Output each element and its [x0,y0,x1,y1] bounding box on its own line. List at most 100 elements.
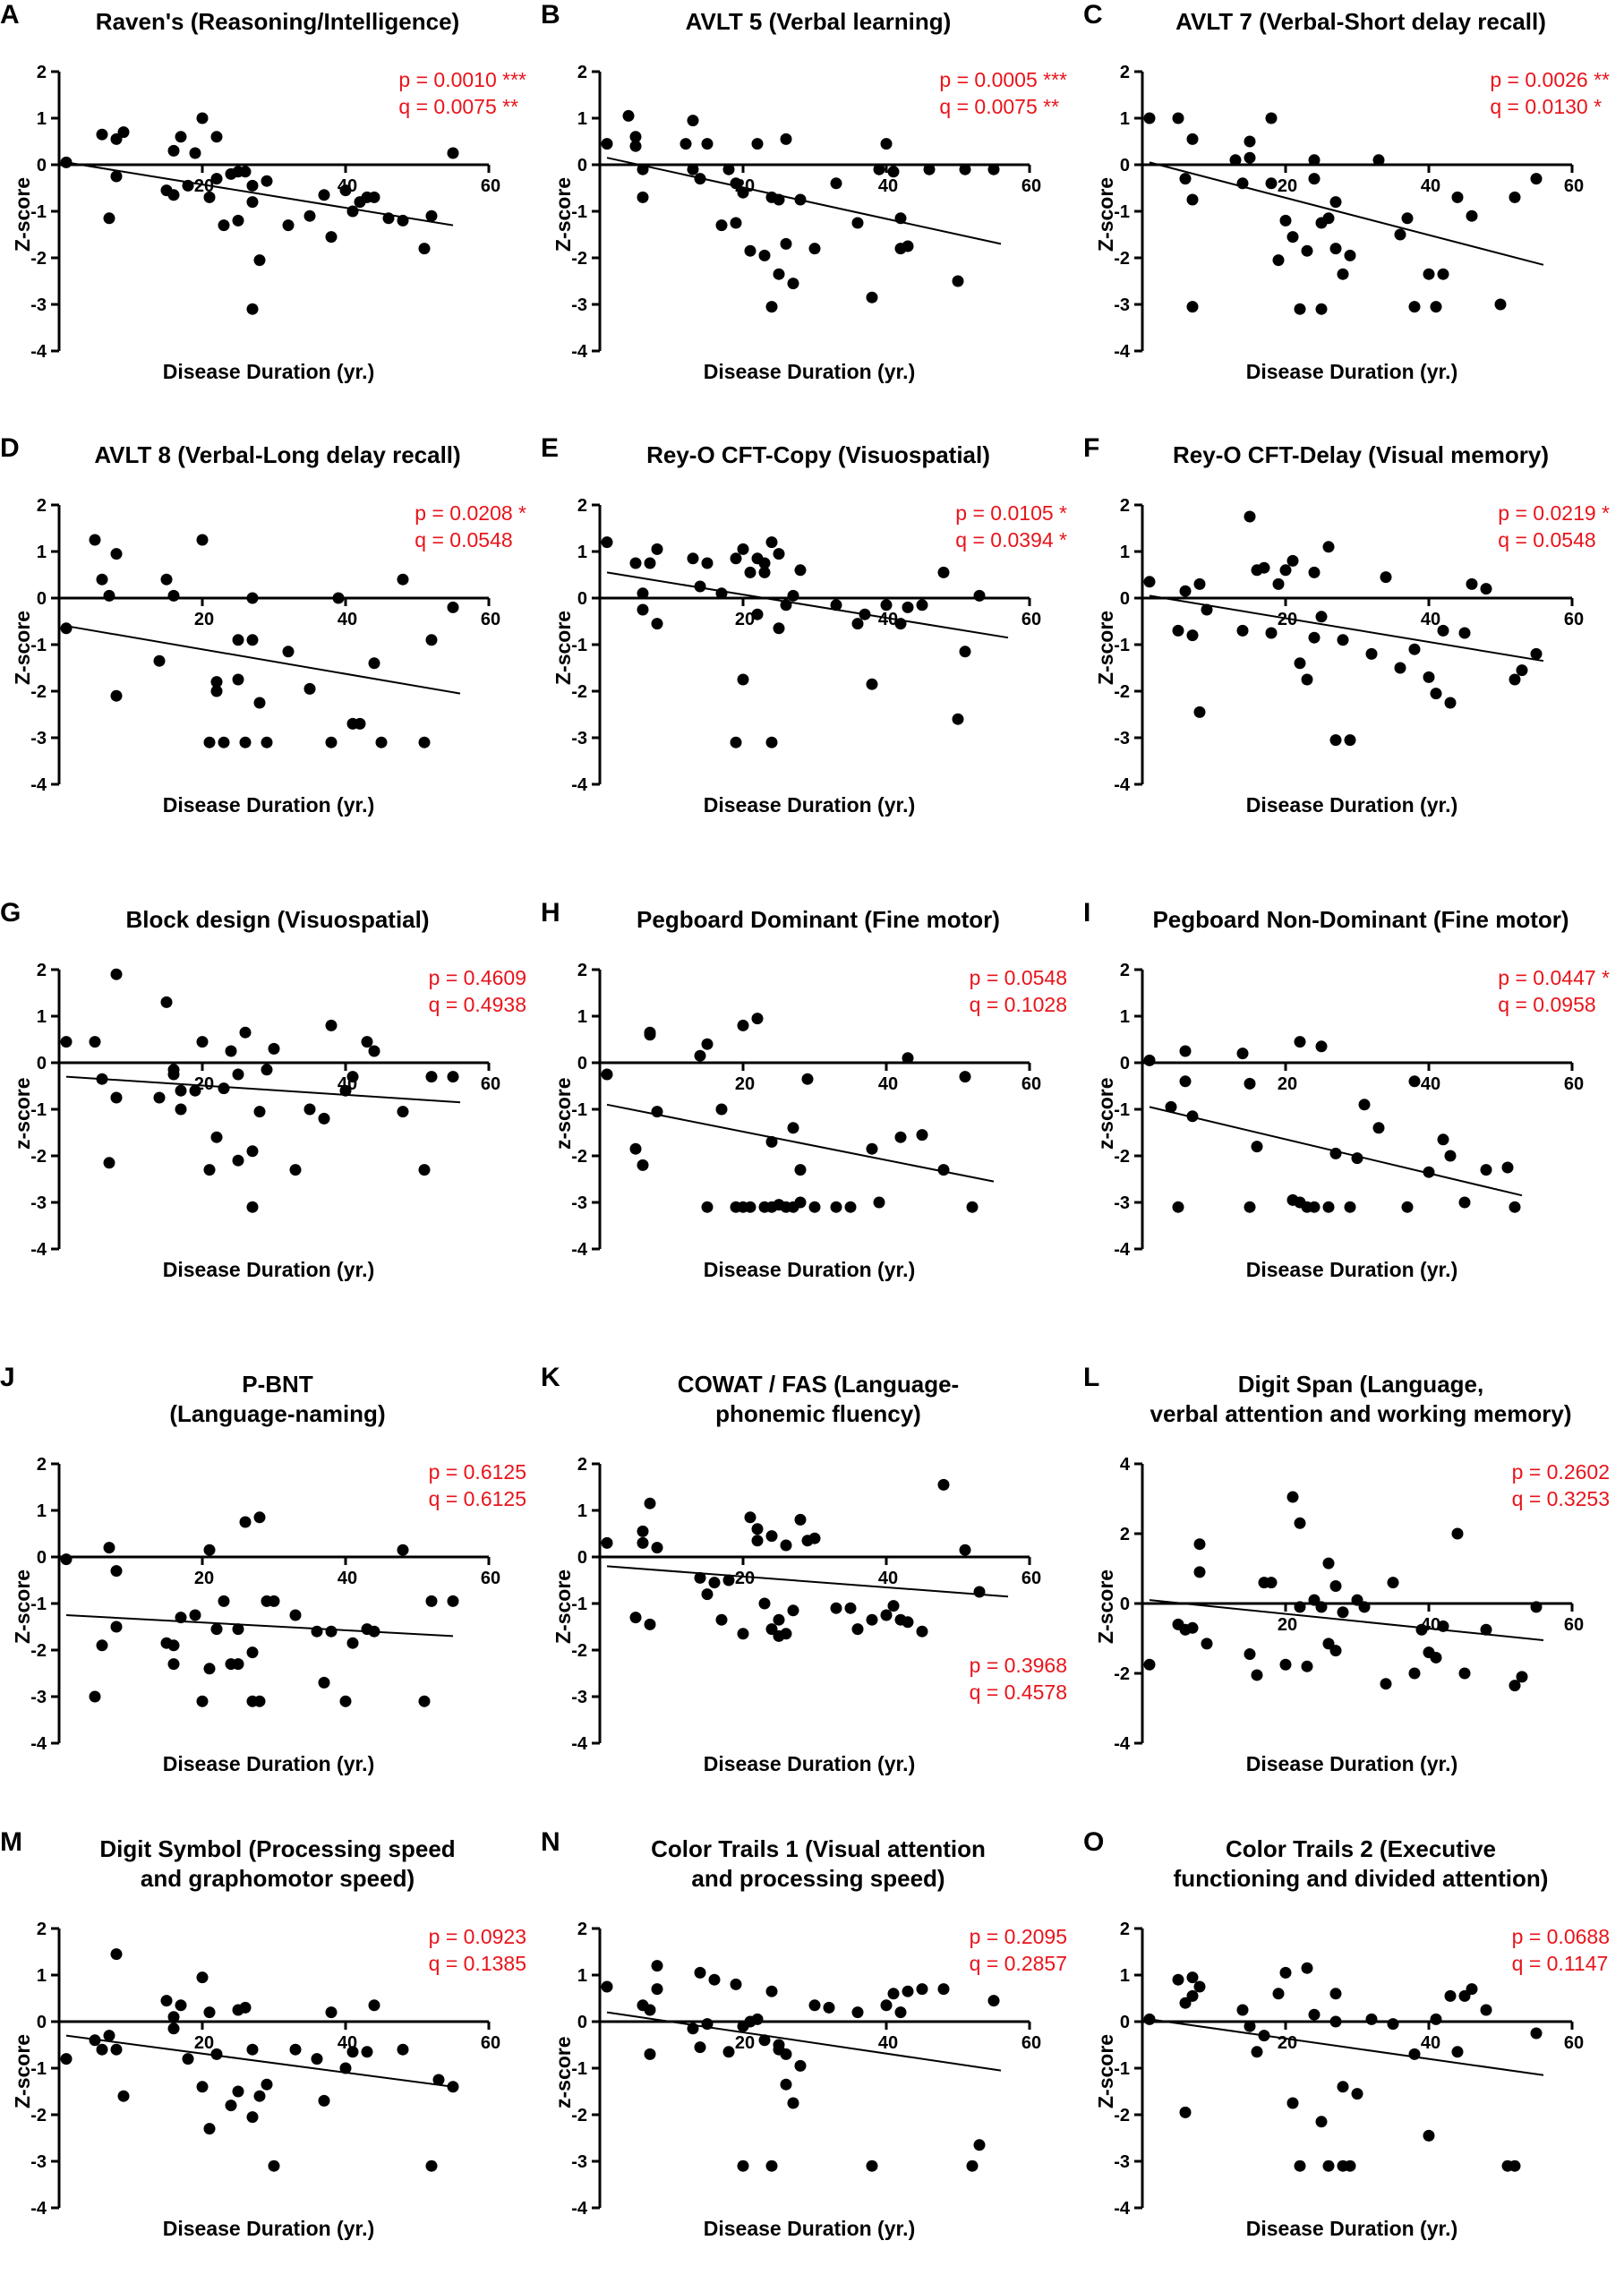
data-point [203,1544,216,1556]
data-point [1530,647,1543,660]
data-point [1244,135,1256,148]
q-value: q = 0.0958 [1498,993,1596,1016]
y-tick-label: -2 [571,682,587,702]
y-tick-label: 2 [37,63,47,82]
x-tick-label: 40 [878,1074,898,1094]
data-point [1308,1594,1321,1606]
q-value: q = 0.0075 ** [398,95,519,118]
stats-annotation: p = 0.0010 *** q = 0.0075 ** [398,66,526,120]
stats-annotation: p = 0.0923 q = 0.1385 [429,1923,526,1977]
data-point [182,2053,194,2065]
data-point [210,1131,223,1143]
data-point [282,646,295,658]
data-point [110,689,123,702]
data-point [60,622,73,635]
x-tick-label: 60 [1564,2033,1584,2053]
data-point [987,1995,1000,2007]
x-tick-label: 60 [481,1569,500,1588]
data-point [103,2030,115,2042]
data-point [765,1623,778,1636]
scatter-plot: 2 1 0 -1 -2 -3 -4 20 40 60 [571,496,1041,795]
q-value: q = 0.3253 [1511,1487,1610,1510]
data-point [808,1532,821,1544]
data-point [773,548,785,560]
data-point [937,566,950,578]
data-point [375,736,388,748]
data-point [808,243,821,255]
y-tick-label: -1 [1114,2059,1130,2079]
y-tick-label: -3 [1114,2152,1130,2172]
data-point [303,210,316,222]
y-tick-label: -3 [1114,729,1130,748]
stats-annotation: p = 0.0208 * q = 0.0548 [415,500,526,553]
y-tick-label: -1 [1114,636,1130,655]
y-tick-label: -2 [1114,682,1130,702]
panel-title-line: COWAT / FAS (Language- [677,1371,960,1398]
data-point [651,618,663,630]
panel-a: A Raven's (Reasoning/Intelligence) 2 1 0 -1 -2… [0,0,541,458]
data-point [651,1960,663,1972]
data-point [859,608,871,620]
y-tick-label: 1 [577,543,587,562]
y-tick-label: -1 [571,1595,587,1614]
trend-line [606,2011,1002,2072]
data-point [758,2034,771,2047]
data-point [902,1616,914,1629]
x-axis-label: Disease Duration (yr.) [703,793,916,817]
data-point [96,573,108,586]
x-axis-label: Disease Duration (yr.) [1245,793,1458,817]
data-point [866,1613,878,1626]
data-point [1301,1660,1313,1672]
data-point [1351,1152,1363,1165]
data-point [1494,298,1507,311]
panel-title: AVLT 5 (Verbal learning) [577,7,1060,37]
data-point [261,175,273,187]
x-tick-label: 60 [1564,176,1584,196]
y-tick-label: -4 [571,2199,588,2219]
y-tick-label: -4 [30,2199,47,2219]
data-point [232,1154,244,1167]
data-point [751,2013,764,2025]
y-tick-label: -1 [30,1595,47,1614]
data-point [1244,1077,1256,1090]
data-point [894,1131,907,1143]
data-point [787,589,799,602]
panel-letter: E [541,433,560,463]
data-point [1480,1164,1492,1176]
scatter-plot: 2 1 0 -1 -2 -3 -4 20 40 60 [571,1920,1041,2219]
data-point [175,131,187,143]
data-point [110,2043,123,2056]
data-point [203,2006,216,2019]
y-tick-label: -3 [30,1688,47,1707]
data-point [851,618,864,630]
data-point [397,1106,409,1118]
y-tick-label: 2 [37,961,47,980]
data-point [289,1609,302,1621]
panel-l: L Digit Span (Language, verbal attention a… [1083,1363,1624,1821]
y-tick-label: 2 [1120,1525,1130,1544]
data-point [773,268,785,280]
data-point [96,128,108,141]
data-point [196,1971,209,1984]
data-point [629,557,642,569]
data-point [418,736,431,748]
panel-c: C AVLT 7 (Verbal-Short delay recall) 2 1 0 -1… [1083,0,1624,458]
stats-annotation: p = 0.0005 *** q = 0.0075 ** [939,66,1067,120]
q-value: q = 0.0130 * [1490,95,1603,118]
data-point [210,1623,223,1636]
data-point [447,1595,459,1607]
data-point [282,219,295,232]
panel-letter: A [0,0,20,30]
q-value: q = 0.1028 [969,993,1067,1016]
data-point [694,1571,706,1584]
data-point [694,173,706,185]
data-point [1315,303,1328,315]
data-point [916,599,928,611]
x-axis-label: Disease Duration (yr.) [1245,1752,1458,1775]
q-value: q = 0.0075 ** [939,95,1060,118]
panel-h: H Pegboard Dominant (Fine motor) 2 1 0 -1 -2 -3… [541,898,1081,1356]
y-tick-label: -1 [571,636,587,655]
data-point [1308,1201,1321,1213]
x-tick-label: 20 [194,2033,214,2053]
y-tick-label: -3 [571,729,587,748]
